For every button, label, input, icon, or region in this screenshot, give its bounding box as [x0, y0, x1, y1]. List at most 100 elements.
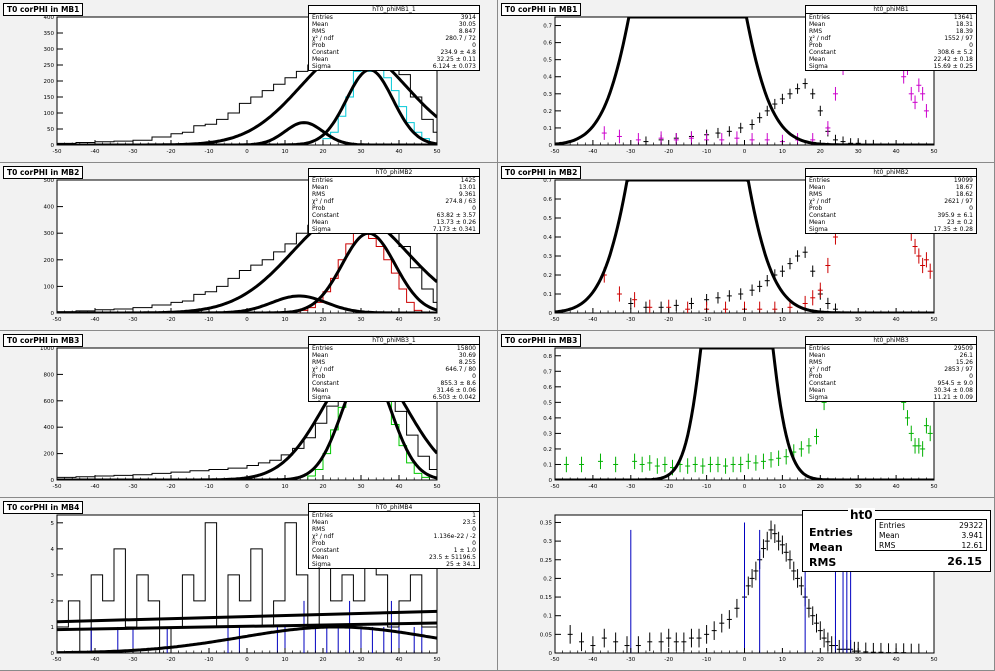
stats-key: Sigma [312, 394, 331, 401]
x-tick-label: 30 [358, 484, 365, 490]
stats-row: RMS 0 [309, 526, 479, 533]
stats-key: Constant [809, 380, 836, 387]
pad-mb4-histogram: -50 -40 -30 -20 -10 0 10 20 30 40 50 0 1 2 3 4 5 T0 corPH… [0, 498, 498, 671]
y-tick-label: 0.4 [543, 235, 552, 241]
stats-value: 30.34 ± 0.08 [933, 387, 973, 394]
y-tick-label: 0.3 [543, 539, 552, 545]
small-stats-row: RMS 12.61 [879, 541, 983, 551]
pad-title: T0 corPHI in MB4 [3, 501, 84, 514]
y-tick-label: 1000 [40, 346, 54, 352]
pad-mb2-histogram: -50 -40 -30 -20 -10 0 10 20 30 40 50 0 100 200 300 400 5… [0, 163, 498, 331]
x-tick-label: 20 [817, 149, 824, 155]
y-tick-label: 0.2 [543, 273, 552, 279]
y-tick-label: 800 [44, 372, 55, 378]
stats-row: Entries 1425 [309, 177, 479, 184]
stats-key: Prob [312, 373, 326, 380]
stats-key: χ² / ndf [312, 35, 334, 42]
stats-row: Entries 19099 [806, 177, 976, 184]
stats-row: χ² / ndf 1.136e-22 / -2 [309, 533, 479, 540]
y-tick-label: 0.6 [543, 385, 552, 391]
stats-value: 6.503 ± 0.042 [432, 394, 476, 401]
stats-key: Sigma [312, 226, 331, 233]
stats-histogram-name: ht0_phiMB3 [806, 337, 976, 345]
x-tick-label: -10 [205, 317, 214, 323]
stats-key: Entries [312, 14, 333, 21]
x-tick-label: -20 [167, 484, 176, 490]
stats-row: Constant 855.3 ± 8.6 [309, 380, 479, 387]
stats-row: Sigma 15.69 ± 0.25 [806, 63, 976, 70]
stats-row: RMS 15.26 [806, 359, 976, 366]
small-stats-row: Mean 3.941 [879, 531, 983, 541]
stats-row: Mean 30.05 [309, 21, 479, 28]
stats-key: Entries [312, 345, 333, 352]
x-tick-label: 10 [282, 484, 289, 490]
stats-value: 8.847 [458, 28, 476, 35]
stats-key: Constant [312, 380, 339, 387]
stats-row: Constant 308.6 ± 5.2 [806, 49, 976, 56]
stats-row: χ² / ndf 2621 / 97 [806, 198, 976, 205]
stats-key: Constant [312, 212, 339, 219]
stats-key: RMS [312, 191, 326, 198]
y-tick-label: 400 [44, 425, 55, 431]
stats-key: Mean [809, 21, 826, 28]
x-tick-label: 40 [396, 657, 403, 663]
x-tick-label: 0 [743, 317, 747, 323]
stats-value: 1 ± 1.0 [453, 547, 476, 554]
x-tick-label: 30 [358, 657, 365, 663]
stats-histogram-name: hT0_phiMB2 [309, 169, 479, 177]
y-tick-label: 0 [549, 143, 553, 149]
big-stats-label: Mean [809, 541, 843, 554]
y-tick-label: 500 [44, 178, 55, 184]
y-tick-label: 0.1 [543, 292, 552, 298]
y-tick-label: 150 [44, 95, 55, 101]
stats-key: Constant [312, 547, 339, 554]
stats-key: RMS [312, 526, 326, 533]
stats-key: RMS [879, 541, 896, 550]
x-tick-label: -40 [91, 484, 100, 490]
y-tick-label: 3 [51, 573, 55, 579]
x-tick-label: 20 [320, 484, 327, 490]
stats-value: 0 [472, 205, 476, 212]
stats-row: Mean 23.5 [309, 519, 479, 526]
x-tick-label: 50 [434, 317, 441, 323]
stats-value: 13.73 ± 0.26 [436, 219, 476, 226]
stats-key: Constant [809, 49, 836, 56]
x-tick-label: -10 [702, 657, 711, 663]
y-tick-label: 5 [51, 521, 55, 527]
y-tick-label: 0 [51, 478, 55, 484]
stats-row: Entries 1 [309, 512, 479, 519]
x-tick-label: 50 [434, 657, 441, 663]
x-tick-label: 40 [893, 317, 900, 323]
plot-area [555, 348, 934, 480]
stats-row: χ² / ndf 274.8 / 63 [309, 198, 479, 205]
fit-curve-2 [555, 17, 934, 145]
stats-key: Mean [809, 56, 826, 63]
y-tick-label: 0 [51, 143, 55, 149]
stats-value: 274.8 / 63 [445, 198, 476, 205]
x-tick-label: -50 [53, 484, 62, 490]
stats-key: RMS [809, 28, 823, 35]
stats-row: χ² / ndf 280.7 / 72 [309, 35, 479, 42]
pad-title: T0 corPHI in MB2 [501, 166, 582, 179]
stats-key: Entries [809, 345, 830, 352]
stats-value: 1425 [460, 177, 476, 184]
y-tick-label: 0.4 [543, 75, 552, 81]
x-tick-label: 0 [245, 149, 249, 155]
stats-value: 29509 [953, 345, 973, 352]
y-tick-label: 0.25 [540, 558, 553, 564]
x-tick-label: 0 [245, 317, 249, 323]
stats-row: Entries 3914 [309, 14, 479, 21]
stats-key: Mean [312, 554, 329, 561]
x-tick-label: 0 [245, 484, 249, 490]
y-tick-label: 4 [51, 547, 55, 553]
stats-key: Mean [312, 352, 329, 359]
stats-row: Prob 0 [309, 42, 479, 49]
stats-key: Prob [809, 205, 823, 212]
stats-value: 30.69 [458, 352, 476, 359]
stats-value: 22.42 ± 0.18 [933, 56, 973, 63]
y-tick-label: 0.1 [543, 126, 552, 132]
pad-title: T0 corPHI in MB2 [3, 166, 84, 179]
stats-key: Mean [809, 387, 826, 394]
x-tick-label: 40 [396, 149, 403, 155]
stats-row: Prob 0 [309, 540, 479, 547]
